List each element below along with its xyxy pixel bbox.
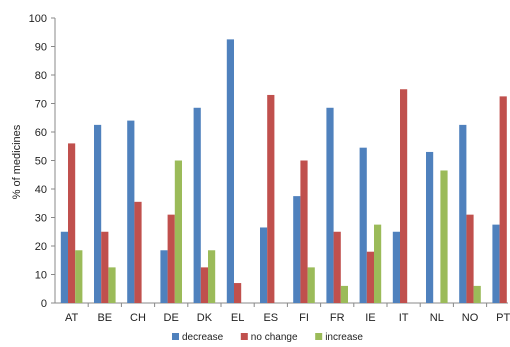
y-tick-label: 70 <box>35 99 47 111</box>
x-tick-label: BE <box>97 312 112 324</box>
x-tick-label: DE <box>164 312 179 324</box>
legend-label-increase: increase <box>325 332 363 343</box>
bar-increase-DK <box>208 250 216 303</box>
bar-increase-DE <box>174 160 182 303</box>
y-axis-title-group: % of medicines <box>11 124 23 199</box>
bar-decrease-FR <box>326 107 334 304</box>
bar-increase-NL <box>440 170 448 303</box>
y-axis-title: % of medicines <box>11 124 23 199</box>
y-tick-label: 60 <box>35 127 47 139</box>
bar-decrease-PT <box>492 224 500 303</box>
y-tick-label: 20 <box>35 241 47 253</box>
bar-increase-FI <box>307 267 315 303</box>
bar-decrease-IT <box>392 231 400 303</box>
x-tick-label: IT <box>399 312 409 324</box>
y-tick-label: 80 <box>35 70 47 82</box>
y-tick-label: 10 <box>35 270 47 282</box>
bar-no-change-NO <box>466 214 474 303</box>
bar-no-change-BE <box>101 231 109 303</box>
y-tick-label: 100 <box>29 13 47 25</box>
bar-decrease-IE <box>359 147 367 303</box>
x-tick-label: AT <box>65 312 79 324</box>
bar-no-change-AT <box>68 143 76 303</box>
bar-decrease-NO <box>459 124 467 303</box>
x-tick-label: FR <box>330 312 345 324</box>
bar-decrease-ES <box>260 227 268 303</box>
bar-no-change-ES <box>267 94 275 303</box>
legend: decrease no change increase <box>172 332 363 343</box>
bar-decrease-DK <box>193 107 201 304</box>
bar-no-change-FR <box>333 231 341 303</box>
bar-decrease-CH <box>127 120 135 303</box>
bar-decrease-AT <box>60 231 68 303</box>
bar-decrease-DE <box>160 250 168 303</box>
bar-no-change-CH <box>134 201 142 303</box>
y-tick-label: 40 <box>35 184 47 196</box>
x-tick-label: NL <box>430 312 444 324</box>
bar-increase-AT <box>75 250 83 303</box>
y-tick-label: 90 <box>35 42 47 54</box>
bar-no-change-IE <box>366 251 374 303</box>
x-tick-label: NO <box>462 312 479 324</box>
x-tick-label: PT <box>496 312 510 324</box>
y-tick-label: 50 <box>35 156 47 168</box>
bar-decrease-FI <box>293 196 301 303</box>
bar-increase-IE <box>374 224 382 303</box>
legend-swatch-increase <box>315 333 323 340</box>
bar-increase-BE <box>108 267 116 303</box>
plot-area: 0 10 20 30 40 50 60 70 80 90 100 AT BE CH DE DK EL ES FI FR… <box>29 13 510 324</box>
x-tick-label: ES <box>263 312 278 324</box>
bar-no-change-DE <box>167 214 175 303</box>
legend-swatch-decrease <box>172 333 179 340</box>
x-tick-label: EL <box>231 312 244 324</box>
x-tick-label: IE <box>365 312 375 324</box>
y-tick-label: 0 <box>41 298 47 310</box>
bar-decrease-EL <box>226 39 234 303</box>
bar-no-change-EL <box>234 283 242 303</box>
bar-increase-NO <box>473 285 481 303</box>
bar-increase-FR <box>340 285 348 303</box>
bar-decrease-BE <box>94 124 102 303</box>
y-tick-label: 30 <box>35 213 47 225</box>
x-tick-label: CH <box>130 312 146 324</box>
x-tick-label: FI <box>299 312 309 324</box>
bar-decrease-NL <box>426 151 434 303</box>
legend-swatch-no-change <box>240 333 248 340</box>
bar-no-change-DK <box>200 267 208 303</box>
bar-no-change-PT <box>499 96 507 303</box>
bar-no-change-FI <box>300 160 308 303</box>
x-tick-label: DK <box>197 312 213 324</box>
bar-no-change-IT <box>400 89 408 303</box>
legend-label-decrease: decrease <box>182 332 224 343</box>
legend-label-no-change: no change <box>251 332 298 343</box>
